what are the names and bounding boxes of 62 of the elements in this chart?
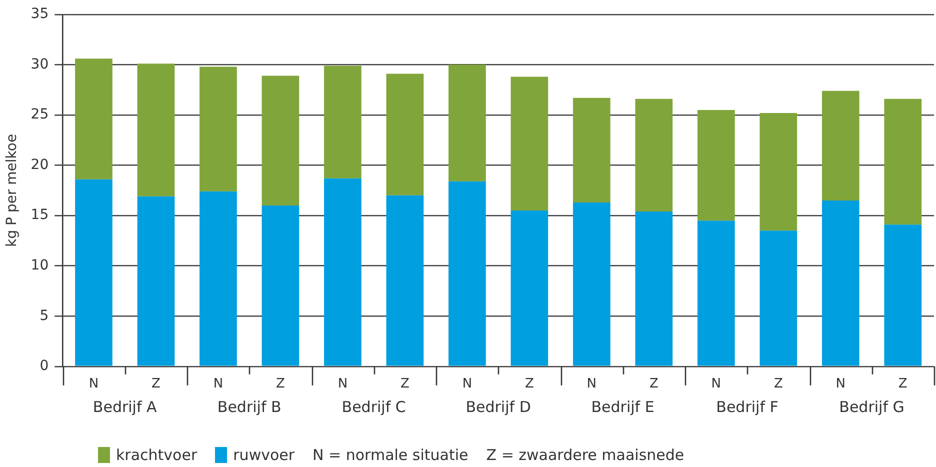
bar — [760, 112, 798, 231]
bar — [635, 212, 673, 366]
y-tick-label: 35 — [30, 6, 49, 22]
text: Bedrijf G — [839, 398, 904, 416]
bar — [262, 76, 300, 206]
bar — [697, 110, 735, 221]
x-tick-label: N — [338, 376, 348, 392]
text: N = normale situatie — [312, 446, 468, 464]
y-axis-title: kg P per melkoe — [4, 134, 20, 247]
x-tick-label: Z — [649, 376, 658, 392]
bar — [697, 220, 735, 366]
x-tick-label: N — [462, 376, 472, 392]
x-tick-label: N — [586, 376, 597, 392]
bar — [324, 66, 362, 178]
x-tick-label: N — [88, 376, 99, 392]
bar — [75, 58, 112, 180]
bar — [572, 202, 610, 366]
x-tick-label: Z — [774, 376, 783, 392]
y-tick-label: 25 — [30, 106, 49, 123]
x-tick-label: Z — [898, 376, 908, 392]
y-tick-label: 0 — [40, 358, 49, 374]
bar — [75, 179, 112, 366]
x-tick-label: N — [213, 376, 224, 392]
bar — [137, 196, 175, 366]
bar — [200, 66, 237, 192]
bar — [635, 98, 673, 212]
text: Bedrijf A — [92, 398, 158, 416]
text: Bedrijf F — [716, 398, 778, 416]
bar — [884, 224, 922, 366]
x-tick-label: Z — [276, 376, 286, 392]
y-tick-label: 30 — [30, 56, 49, 72]
bar — [822, 90, 860, 200]
x-tick-label: Z — [400, 376, 410, 392]
bar — [510, 76, 548, 211]
x-tick-label: Z — [524, 376, 534, 392]
y-tick-label: 5 — [40, 308, 49, 324]
bar — [884, 98, 922, 225]
bar — [324, 178, 362, 366]
x-tick-label: N — [711, 376, 722, 392]
legend-label: krachtvoer — [116, 446, 198, 464]
y-tick-label: 20 — [30, 156, 49, 173]
legend-label: ruwvoer — [233, 446, 295, 464]
bar — [386, 195, 424, 366]
x-tick-label: N — [836, 376, 846, 392]
x-tick-label: Z — [152, 376, 161, 392]
bar — [760, 230, 798, 366]
bar — [137, 64, 175, 196]
text: Bedrijf C — [342, 398, 406, 416]
bar — [200, 191, 237, 366]
bar — [386, 74, 424, 196]
y-tick-label: 15 — [30, 207, 49, 224]
bar — [448, 64, 486, 182]
bar — [448, 181, 486, 366]
bar — [822, 200, 860, 366]
bar — [262, 205, 300, 366]
text: Bedrijf E — [591, 398, 654, 416]
text: Z = zwaardere maaisnede — [486, 446, 684, 464]
bar — [510, 210, 548, 366]
bar — [572, 98, 610, 202]
y-tick-label: 10 — [30, 257, 49, 274]
text: Bedrijf B — [217, 398, 282, 416]
text: Bedrijf D — [466, 398, 531, 416]
